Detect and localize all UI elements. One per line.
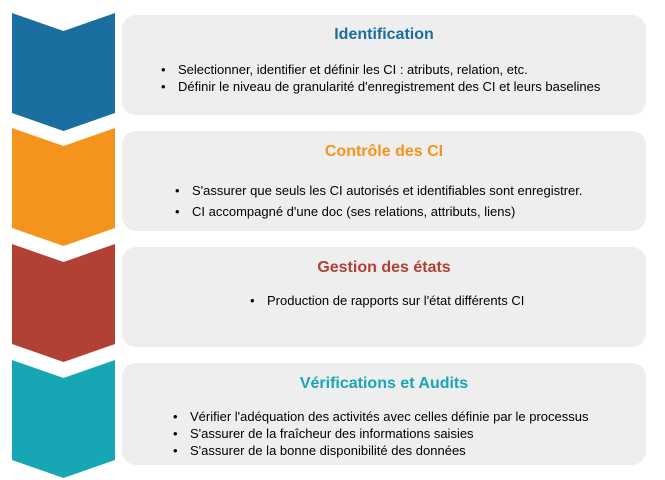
chevron-step-2 (12, 128, 115, 246)
chevron-step-3 (12, 244, 115, 362)
chevron-step-1 (12, 13, 115, 131)
bullet-item: CI accompagné d'une doc (ses relations, … (174, 201, 642, 222)
bullet-item: S'assurer de la fraîcheur des informatio… (172, 425, 646, 442)
step-card-gestion: Gestion des états Production de rapports… (122, 247, 646, 347)
chevron-shape-1 (12, 13, 115, 131)
step-card-controle: Contrôle des CI S'assurer que seuls les … (122, 131, 646, 231)
bullet-item: S'assurer de la bonne disponibilité des … (172, 442, 646, 459)
bullet-item: Définir le niveau de granularité d'enreg… (160, 78, 640, 95)
step-bullets-verifications: Vérifier l'adéquation des activités avec… (172, 408, 646, 459)
chevron-step-4 (12, 360, 115, 478)
bullet-item: Selectionner, identifier et définir les … (160, 61, 640, 78)
step-bullets-identification: Selectionner, identifier et définir les … (160, 61, 640, 95)
bullet-item: Vérifier l'adéquation des activités avec… (172, 408, 646, 425)
chevron-shape-4 (12, 360, 115, 478)
chevron-shape-2 (12, 128, 115, 246)
step-title-controle: Contrôle des CI (324, 143, 444, 160)
step-card-identification: Identification Selectionner, identifier … (122, 15, 646, 115)
step-bullets-gestion: Production de rapports sur l'état différ… (249, 292, 639, 309)
chevron-shape-3 (12, 244, 115, 362)
bullet-item: Production de rapports sur l'état différ… (249, 292, 639, 309)
step-title-gestion: Gestion des états (317, 259, 451, 276)
bullet-item: S'assurer que seuls les CI autorisés et … (174, 180, 642, 201)
step-bullets-controle: S'assurer que seuls les CI autorisés et … (174, 180, 642, 222)
step-card-verifications: Vérifications et Audits Vérifier l'adéqu… (122, 363, 646, 465)
step-title-identification: Identification (334, 26, 434, 43)
step-title-verifications: Vérifications et Audits (299, 375, 469, 392)
